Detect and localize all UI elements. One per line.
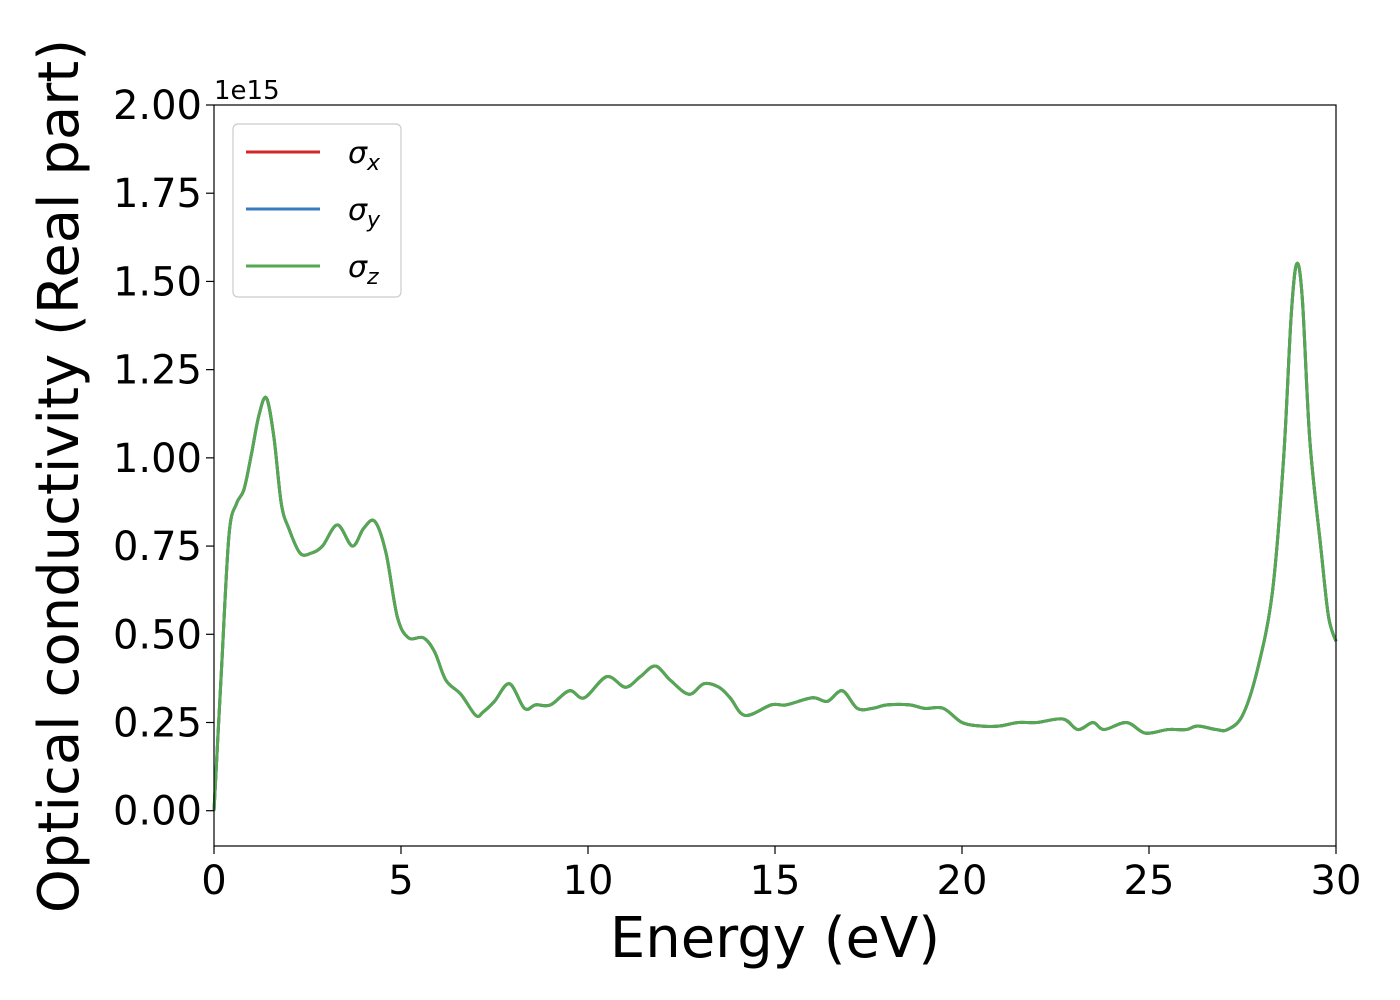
x-tick-label: 0 <box>201 858 226 904</box>
legend-subscript: z <box>366 265 379 290</box>
legend-symbol: σ <box>348 250 368 285</box>
y-offset-label: 1e15 <box>214 76 280 106</box>
x-tick-label: 10 <box>563 858 614 904</box>
y-axis-ticks: 0.00 0.25 0.50 0.75 1.00 1.25 1.50 1.75 2.00 <box>113 83 214 835</box>
legend-label-x: σx <box>348 136 381 176</box>
y-axis-label: Optical conductivity (Real part) <box>27 39 92 913</box>
x-tick-label: 5 <box>388 858 413 904</box>
x-axis-ticks: 0 5 10 15 20 25 30 <box>201 846 1361 904</box>
y-tick-label: 0.75 <box>113 524 202 570</box>
y-tick-label: 0.00 <box>113 789 202 835</box>
x-axis-label: Energy (eV) <box>610 906 940 971</box>
series-layer <box>212 261 1338 811</box>
x-tick-label: 30 <box>1311 858 1362 904</box>
legend-subscript: x <box>366 151 381 176</box>
y-tick-label: 1.50 <box>113 259 202 305</box>
x-tick-label: 15 <box>750 858 801 904</box>
series-line-z <box>212 261 1338 811</box>
legend-subscript: y <box>366 208 381 233</box>
y-tick-label: 0.25 <box>113 701 202 747</box>
y-tick-label: 1.00 <box>113 436 202 482</box>
legend-symbol: σ <box>348 136 368 171</box>
x-tick-label: 20 <box>937 858 988 904</box>
y-tick-label: 1.25 <box>113 348 202 394</box>
y-tick-label: 0.50 <box>113 612 202 658</box>
legend-label-y: σy <box>348 193 381 233</box>
y-tick-label: 2.00 <box>113 83 202 129</box>
x-tick-label: 25 <box>1124 858 1175 904</box>
y-tick-label: 1.75 <box>113 171 202 217</box>
legend-label-z: σz <box>348 250 379 290</box>
legend-symbol: σ <box>348 193 368 228</box>
